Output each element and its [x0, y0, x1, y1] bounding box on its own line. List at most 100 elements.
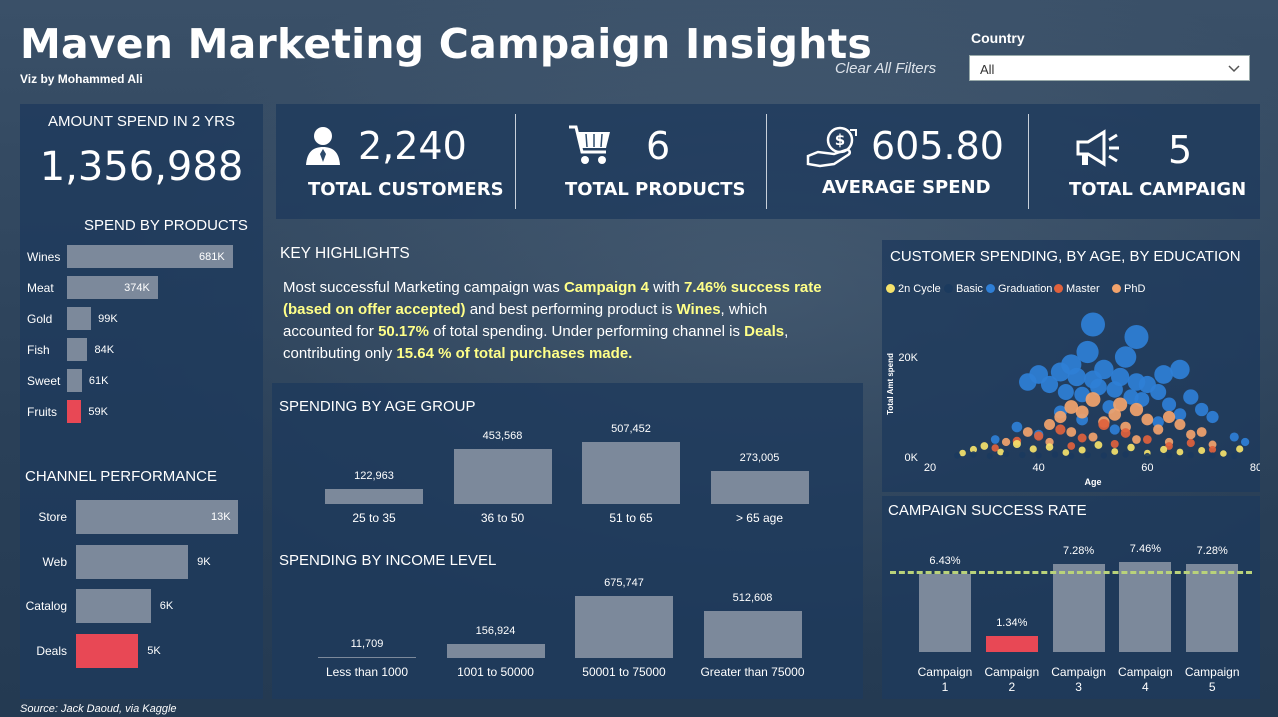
income-value-label: 675,747: [604, 577, 644, 589]
age-bar: [453, 448, 552, 504]
legend-item: 2n Cycle: [886, 283, 941, 295]
scatter-point: [1090, 378, 1107, 396]
product-value-label: 61K: [88, 375, 109, 387]
campaign-value-label: 7.28%: [1062, 545, 1095, 558]
campaign-category-line1: Campaign: [917, 665, 973, 679]
scatter-chart: 20 40 60 80 0K 20K Age Total Amt spend: [886, 312, 1260, 487]
scatter-point: [1208, 445, 1217, 454]
scatter-point: [1173, 408, 1187, 421]
channel-bar: [76, 500, 238, 534]
income-bar: [446, 643, 545, 658]
legend-item: Graduation: [986, 283, 1052, 295]
scatter-point: [1196, 427, 1207, 437]
legend-label: Graduation: [998, 283, 1053, 295]
scatter-point: [1076, 340, 1099, 364]
scatter-point: [1062, 449, 1070, 456]
kpi-campaign-value: 5: [1168, 128, 1193, 172]
product-value-label: 374K: [124, 282, 150, 294]
scatter-point: [1162, 397, 1177, 412]
scatter-point: [1022, 427, 1033, 437]
scatter-point: [1113, 397, 1128, 412]
scatter-point: [1165, 452, 1173, 459]
scatter-point: [1141, 413, 1154, 426]
scatter-point: [1077, 433, 1087, 443]
scatter-point: [1054, 410, 1067, 424]
scatter-point: [1078, 446, 1086, 454]
product-bar: [67, 307, 92, 330]
legend-dot: [1054, 284, 1063, 293]
campaign-title: CAMPAIGN SUCCESS RATE: [888, 502, 1087, 519]
scatter-point: [1206, 410, 1219, 424]
age-category-label: 51 to 65: [609, 511, 653, 525]
scatter-point: [1068, 452, 1075, 460]
legend-dot: [986, 284, 995, 293]
scatter-point: [1132, 435, 1141, 444]
product-name: Fruits: [27, 405, 57, 419]
scatter-point: [1231, 452, 1238, 460]
campaign-category-line2: 1: [941, 680, 949, 694]
legend-label: 2n Cycle: [898, 283, 941, 295]
legend-item: PhD: [1112, 283, 1145, 295]
country-label: Country: [971, 30, 1025, 46]
scatter-point: [1098, 419, 1110, 430]
campaign-bar: [985, 635, 1038, 652]
campaign-category-line1: Campaign: [1051, 665, 1106, 679]
income-value-label: 512,608: [732, 591, 773, 604]
scatter-point: [1176, 448, 1184, 456]
clear-filters-button[interactable]: Clear All Filters: [835, 60, 937, 77]
amount-label: AMOUNT SPEND IN 2 YRS: [48, 113, 235, 130]
legend-label: Master: [1066, 283, 1100, 295]
country-select[interactable]: All: [969, 55, 1250, 81]
scatter-point: [1174, 419, 1186, 430]
scatter-point: [1088, 432, 1098, 442]
kpi-avg-spend-label: AVERAGE SPEND: [822, 177, 991, 198]
legend-dot: [944, 284, 953, 293]
age-bar: [582, 442, 680, 504]
channel-bar: [76, 633, 139, 668]
campaign-value-label: 1.34%: [996, 616, 1028, 629]
age-value-label: 453,568: [482, 429, 523, 442]
age-value-label: 273,005: [739, 451, 780, 464]
campaign-category-line2: 5: [1208, 680, 1216, 694]
kpi-campaign-label: TOTAL CAMPAIGN: [1069, 179, 1247, 200]
product-value-label: 681K: [199, 251, 225, 263]
cart-icon: [569, 125, 610, 164]
campaign-category-line2: 3: [1075, 680, 1082, 694]
scatter-point: [1040, 375, 1059, 394]
scatter-point: [1055, 424, 1066, 435]
scatter-point: [1153, 424, 1164, 435]
x-tick-label: 80: [1250, 462, 1260, 474]
legend-dot: [886, 284, 895, 293]
highlight-product: Wines: [676, 301, 721, 318]
highlight-purchases: 15.64 % of total purchases made.: [396, 345, 633, 362]
scatter-point: [1011, 421, 1023, 433]
scatter-point: [1111, 367, 1130, 387]
scatter-point: [1144, 452, 1151, 460]
legend-dot: [1112, 284, 1121, 293]
scatter-point: [1170, 359, 1190, 380]
scatter-point: [980, 442, 989, 450]
average-line: [890, 571, 1252, 575]
highlights-title: KEY HIGHLIGHTS: [280, 245, 410, 262]
highlights-text: Most successful Marketing campaign was C…: [283, 277, 868, 365]
scatter-point: [1154, 365, 1173, 384]
campaign-bar: [1186, 564, 1239, 652]
highlight-share: 50.17%: [378, 323, 429, 340]
highlights-text-part: of total spending. Under performing chan…: [428, 323, 745, 340]
scatter-point: [986, 452, 993, 460]
age-value-label: 122,963: [354, 469, 394, 482]
legend-label: PhD: [1124, 283, 1146, 295]
kpi-divider: [515, 114, 516, 209]
product-name: Meat: [27, 281, 54, 295]
scatter-point: [954, 452, 961, 459]
age-value-label: 507,452: [611, 423, 651, 435]
product-value-label: 99K: [98, 313, 118, 325]
product-bar: [67, 338, 88, 361]
scatter-point: [1110, 440, 1119, 448]
campaign-value-label: 7.46%: [1129, 543, 1161, 555]
campaign-bar: [1119, 562, 1172, 652]
kpi-customers-value: 2,240: [358, 124, 467, 168]
user-icon: [306, 127, 340, 165]
highlights-text-part: , which: [720, 301, 768, 318]
income-bar: [703, 610, 802, 658]
